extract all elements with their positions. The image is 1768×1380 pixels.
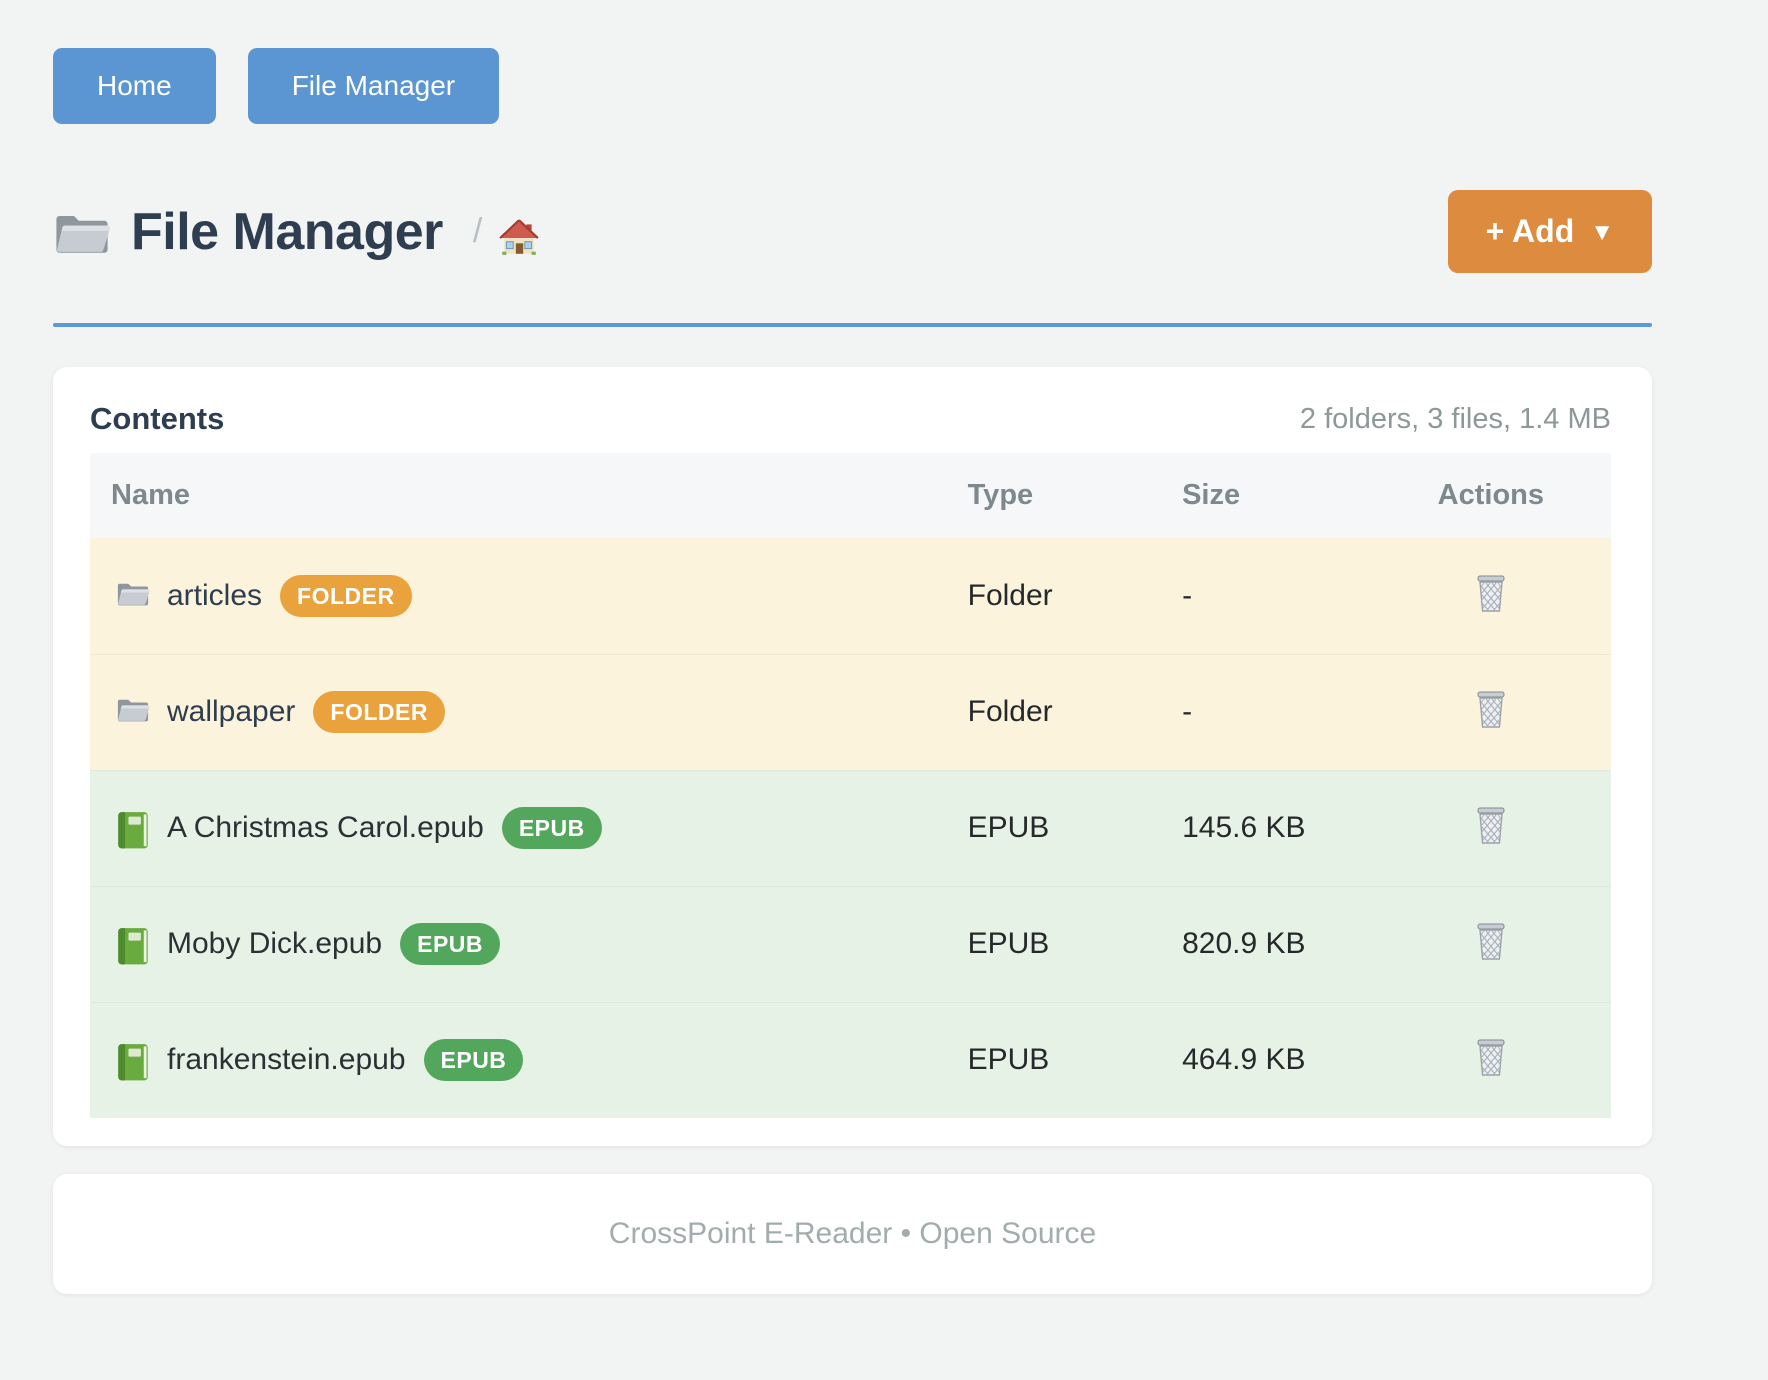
trash-icon: [1473, 922, 1509, 962]
breadcrumb-separator: /: [472, 212, 483, 250]
page-header: File Manager /: [53, 190, 1652, 273]
file-link[interactable]: A Christmas Carol.epub EPUB: [116, 807, 968, 849]
contents-title: Contents: [90, 401, 225, 436]
size-cell: 464.9 KB: [1182, 1001, 1371, 1118]
home-button[interactable]: Home: [53, 48, 216, 124]
type-badge: EPUB: [400, 923, 501, 965]
file-manager-button[interactable]: File Manager: [247, 48, 500, 124]
contents-card-header: Contents 2 folders, 3 files, 1.4 MB: [90, 401, 1611, 453]
add-button-label: + Add: [1485, 213, 1575, 249]
contents-summary: 2 folders, 3 files, 1.4 MB: [1299, 402, 1611, 435]
file-link[interactable]: frankenstein.epub EPUB: [116, 1039, 968, 1082]
table-body: articles FOLDER Folder - wallpaper FOLDER Fol…: [90, 538, 1611, 1118]
size-cell: -: [1182, 538, 1371, 654]
contents-card: Contents 2 folders, 3 files, 1.4 MB Name…: [53, 367, 1652, 1146]
actions-cell: [1370, 1001, 1611, 1118]
size-cell: -: [1182, 653, 1371, 770]
trash-icon: [1473, 690, 1509, 730]
type-cell: EPUB: [967, 769, 1183, 886]
table-header-row: Name Type Size Actions: [90, 453, 1611, 538]
type-cell: EPUB: [967, 1001, 1183, 1118]
column-header-name: Name: [90, 453, 968, 538]
file-table: Name Type Size Actions articles FOLDER Fol…: [90, 453, 1611, 1118]
house-icon[interactable]: [498, 216, 540, 258]
header-divider: [53, 323, 1652, 327]
size-cell: 820.9 KB: [1182, 885, 1371, 1002]
book-icon: [116, 927, 150, 965]
file-name: wallpaper: [167, 695, 296, 728]
file-name: articles: [167, 578, 263, 612]
type-cell: Folder: [967, 653, 1183, 770]
file-name: A Christmas Carol.epub: [167, 811, 484, 844]
page-container: Home File Manager File Manager /: [53, 0, 1652, 1294]
type-cell: Folder: [967, 538, 1183, 654]
table-row: A Christmas Carol.epub EPUB EPUB 145.6 KB: [90, 769, 1611, 886]
actions-cell: [1370, 769, 1611, 886]
book-icon: [116, 811, 150, 849]
type-cell: EPUB: [967, 885, 1183, 1002]
folder-icon: [116, 695, 150, 729]
page-title: File Manager: [131, 202, 443, 261]
top-nav: Home File Manager: [53, 48, 1652, 124]
book-icon: [116, 1043, 150, 1081]
folder-icon: [116, 579, 150, 613]
size-cell: 145.6 KB: [1182, 769, 1371, 886]
footer-text: CrossPoint E-Reader • Open Source: [608, 1217, 1097, 1250]
delete-button[interactable]: [1469, 686, 1513, 734]
type-badge: EPUB: [501, 807, 602, 849]
breadcrumb: /: [473, 206, 540, 258]
actions-cell: [1370, 538, 1611, 654]
column-header-size: Size: [1182, 453, 1371, 538]
column-header-type: Type: [967, 453, 1183, 538]
footer: CrossPoint E-Reader • Open Source: [53, 1174, 1652, 1294]
add-button[interactable]: + Add ▼: [1447, 190, 1652, 273]
file-link[interactable]: Moby Dick.epub EPUB: [116, 923, 968, 965]
type-badge: EPUB: [423, 1039, 524, 1082]
type-badge: FOLDER: [280, 574, 412, 617]
delete-button[interactable]: [1469, 802, 1513, 850]
file-name: frankenstein.epub: [167, 1043, 406, 1077]
folder-link[interactable]: articles FOLDER: [116, 574, 968, 617]
delete-button[interactable]: [1469, 570, 1513, 618]
table-row: wallpaper FOLDER Folder -: [90, 653, 1611, 770]
delete-button[interactable]: [1469, 918, 1513, 966]
table-row: Moby Dick.epub EPUB EPUB 820.9 KB: [90, 885, 1611, 1002]
trash-icon: [1473, 1038, 1509, 1078]
actions-cell: [1370, 653, 1611, 770]
title-group: File Manager /: [53, 202, 540, 262]
type-badge: FOLDER: [313, 691, 445, 733]
trash-icon: [1473, 806, 1509, 846]
delete-button[interactable]: [1469, 1034, 1513, 1082]
trash-icon: [1473, 574, 1509, 614]
table-row: frankenstein.epub EPUB EPUB 464.9 KB: [90, 1001, 1611, 1118]
table-row: articles FOLDER Folder -: [90, 538, 1611, 654]
actions-cell: [1370, 885, 1611, 1002]
chevron-down-icon: ▼: [1590, 218, 1614, 246]
column-header-actions: Actions: [1370, 453, 1611, 538]
folder-icon: [53, 208, 111, 256]
folder-link[interactable]: wallpaper FOLDER: [116, 691, 968, 733]
file-name: Moby Dick.epub: [167, 927, 383, 960]
